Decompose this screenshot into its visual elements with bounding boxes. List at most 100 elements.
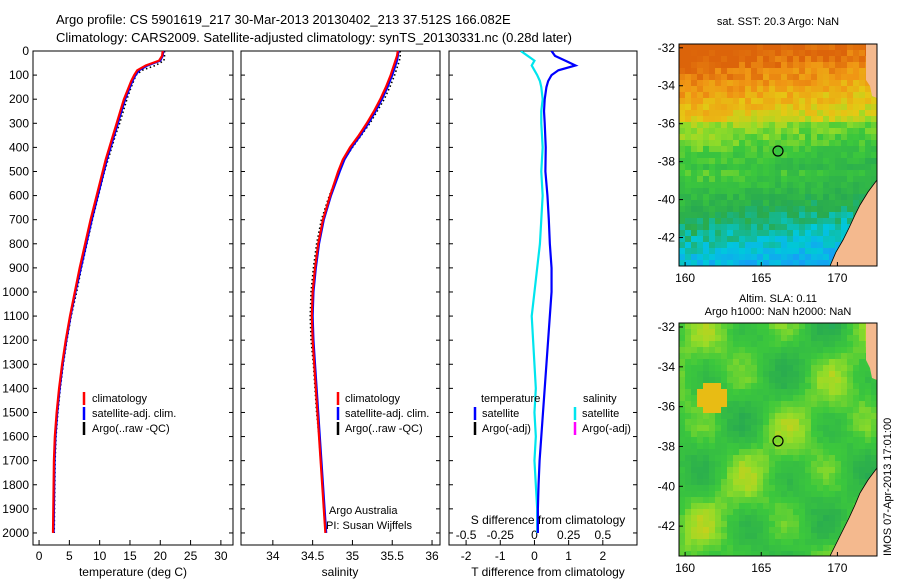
sla-cell	[769, 485, 776, 492]
sla-cell	[811, 461, 818, 468]
sla-cell	[799, 425, 806, 432]
sla-cell	[697, 359, 704, 366]
sst-cell	[739, 44, 746, 51]
sla-cell	[823, 371, 830, 378]
sla-cell	[859, 431, 866, 438]
sla-cell	[763, 413, 770, 420]
sla-cell	[805, 323, 812, 330]
sst-cell	[829, 116, 836, 123]
sla-cell	[691, 515, 698, 522]
sla-cell	[781, 443, 788, 450]
sla-cell	[697, 461, 704, 468]
sla-cell	[739, 371, 746, 378]
sla-cell	[829, 485, 836, 492]
sst-cell	[805, 128, 812, 135]
sst-cell	[697, 62, 704, 69]
sla-cell	[835, 323, 842, 330]
sla-cell	[847, 491, 854, 498]
sla-cell	[805, 485, 812, 492]
sla-cell	[709, 515, 716, 522]
sla-cell	[685, 449, 692, 456]
sst-cell	[781, 218, 788, 225]
sla-cell	[751, 473, 758, 480]
sla-cell	[793, 359, 800, 366]
sla-cell	[799, 389, 806, 396]
sla-cell	[823, 455, 830, 462]
sla-cell	[757, 551, 764, 556]
sst-cell	[847, 92, 854, 99]
difference-xlabel: T difference from climatology	[471, 565, 625, 579]
sst-cell	[817, 80, 824, 87]
sst-cell	[769, 188, 776, 195]
sst-cell	[715, 248, 722, 255]
sla-cell	[811, 329, 818, 336]
sla-cell	[721, 479, 728, 486]
salinity-axes-frame	[240, 50, 441, 546]
sla-cell	[859, 395, 866, 402]
sst-cell	[817, 206, 824, 213]
sst-cell	[829, 176, 836, 183]
sst-cell	[751, 104, 758, 111]
sst-cell	[799, 146, 806, 153]
sla-cell	[691, 473, 698, 480]
sla-cell	[685, 533, 692, 540]
sla-cell	[763, 467, 770, 474]
sla-cell	[709, 491, 716, 498]
sst-cell	[829, 122, 836, 129]
sst-cell	[757, 170, 764, 177]
sla-cell	[703, 479, 710, 486]
sla-cell	[727, 353, 734, 360]
sla-cell	[775, 341, 782, 348]
sla-cell	[697, 551, 704, 556]
sla-cell	[769, 527, 776, 534]
sla-cell	[727, 401, 734, 408]
sla-cell	[793, 461, 800, 468]
sst-cell	[757, 218, 764, 225]
sst-cell	[787, 110, 794, 117]
sst-cell	[823, 158, 830, 165]
sst-cell	[751, 158, 758, 165]
sst-cell	[715, 206, 722, 213]
sla-cell	[835, 431, 842, 438]
sla-cell	[817, 533, 824, 540]
sst-cell	[787, 146, 794, 153]
sla-cell	[793, 341, 800, 348]
sst-cell	[745, 218, 752, 225]
sla-cell	[829, 533, 836, 540]
sst-cell	[757, 104, 764, 111]
sst-cell	[751, 182, 758, 189]
sst-cell	[703, 44, 710, 51]
sst-cell	[817, 236, 824, 243]
sla-cell	[739, 509, 746, 516]
sst-cell	[685, 164, 692, 171]
sst-cell	[817, 44, 824, 51]
sst-cell	[769, 200, 776, 207]
sla-cell	[709, 533, 716, 540]
sst-cell	[733, 44, 740, 51]
sla-cell	[775, 347, 782, 354]
sla-cell	[757, 347, 764, 354]
sla-cell	[763, 515, 770, 522]
map-x-tick-label: 165	[751, 271, 771, 285]
sla-cell	[841, 431, 848, 438]
sla-cell	[835, 341, 842, 348]
sla-cell	[853, 359, 860, 366]
sla-cell	[787, 503, 794, 510]
sla-cell	[709, 479, 716, 486]
sst-cell	[757, 260, 764, 266]
sla-cell	[853, 443, 860, 450]
sst-cell	[733, 158, 740, 165]
sla-cell	[709, 341, 716, 348]
sla-cell	[769, 533, 776, 540]
sla-cell	[775, 455, 782, 462]
sla-cell	[865, 371, 872, 378]
sla-cell	[703, 497, 710, 504]
sst-cell	[751, 236, 758, 243]
legend-label-argo: Argo(..raw -QC)	[345, 423, 423, 435]
sst-cell	[679, 140, 686, 147]
sla-cell	[835, 515, 842, 522]
map-x-tick-label: 160	[675, 561, 695, 575]
sla-cell	[685, 473, 692, 480]
sla-cell	[841, 443, 848, 450]
sla-cell	[709, 461, 716, 468]
